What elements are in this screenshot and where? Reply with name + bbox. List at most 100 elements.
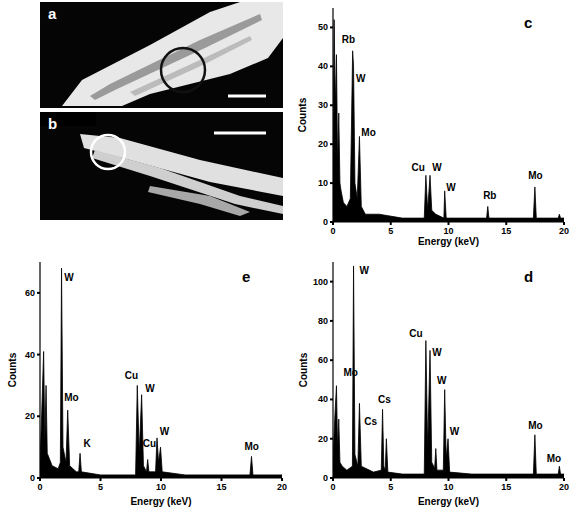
y-tick [330, 398, 333, 400]
analysis-circle [91, 135, 125, 169]
peak-label: Rb [483, 190, 496, 201]
peak-label: W [446, 182, 456, 193]
peak-label: W [356, 73, 366, 84]
y-tick-label: 0 [323, 217, 328, 227]
x-tick-label: 0 [37, 482, 42, 492]
panel-letter: a [48, 5, 57, 22]
x-tick [505, 478, 507, 481]
spectrum [333, 266, 564, 478]
y-tick-label: 100 [313, 277, 328, 287]
x-tick [281, 478, 283, 481]
peak-label: Mo [528, 420, 542, 431]
y-tick-label: 50 [318, 22, 328, 32]
y-tick-label: 40 [25, 350, 35, 360]
scale-bar [214, 132, 266, 135]
peak-label: W [450, 426, 460, 437]
x-tick-label: 20 [559, 482, 569, 492]
panel-letter: c [524, 14, 532, 31]
data-group [40, 268, 282, 478]
y-tick [330, 182, 333, 184]
peak-label: Cu [143, 438, 156, 449]
x-axis-title: Energy (keV) [130, 496, 191, 507]
panel-letter: e [242, 268, 250, 285]
y-tick [330, 65, 333, 67]
rod [92, 150, 283, 214]
crystal [62, 2, 283, 106]
spectrum-panel: 0102030405005101520Energy (keV)CountsRbW… [297, 8, 570, 247]
y-tick-label: 80 [318, 316, 328, 326]
peak-label: Mo [343, 367, 357, 378]
y-tick-label: 20 [318, 139, 328, 149]
y-tick-label: 30 [318, 100, 328, 110]
y-tick [330, 104, 333, 106]
y-tick-label: 40 [318, 394, 328, 404]
spectrum-panel: 020406005101520Energy (keV)CountsWMoKCuW… [7, 262, 288, 507]
x-tick [448, 222, 450, 225]
spectrum [40, 268, 282, 478]
scale-bar [228, 95, 266, 98]
peak-label: Mo [528, 170, 542, 181]
rod [80, 134, 283, 196]
crystal-streak [90, 14, 262, 100]
y-tick-label: 60 [25, 288, 35, 298]
x-tick [563, 222, 565, 225]
peak-label: W [160, 426, 170, 437]
x-tick-label: 20 [559, 226, 569, 236]
y-tick [330, 26, 333, 28]
x-tick-label: 10 [443, 226, 453, 236]
rod [148, 186, 250, 216]
y-tick-label: 60 [318, 355, 328, 365]
y-axis [39, 262, 40, 478]
x-tick-label: 0 [330, 226, 335, 236]
y-tick-label: 10 [318, 178, 328, 188]
x-tick-label: 15 [501, 482, 511, 492]
analysis-circle [161, 48, 205, 92]
peak-label: Cs [378, 394, 391, 405]
panel-letter: d [524, 268, 533, 285]
spectrum [333, 20, 564, 222]
peak-label: K [84, 438, 92, 449]
x-tick [39, 478, 41, 481]
x-tick-label: 15 [501, 226, 511, 236]
x-tick-label: 0 [330, 482, 335, 492]
image-ground [40, 2, 283, 108]
y-tick-label: 20 [318, 434, 328, 444]
y-tick [330, 359, 333, 361]
peak-label: Mo [361, 127, 375, 138]
peak-label: Mo [64, 392, 78, 403]
x-tick [160, 478, 162, 481]
y-tick [330, 438, 333, 440]
peak-label: Mo [244, 441, 258, 452]
x-tick-label: 5 [388, 482, 393, 492]
peak-label: Cu [409, 328, 422, 339]
peak-label: W [360, 265, 370, 276]
data-group [333, 20, 564, 222]
y-tick-label: 40 [318, 61, 328, 71]
x-tick [505, 222, 507, 225]
x-tick-label: 15 [216, 482, 226, 492]
peak-label: Rb [342, 34, 355, 45]
image-ground [40, 112, 283, 220]
x-tick [448, 478, 450, 481]
y-tick-label: 20 [25, 411, 35, 421]
peak-label: Cs [364, 416, 377, 427]
x-tick-label: 5 [98, 482, 103, 492]
x-tick [100, 478, 102, 481]
peak-label: W [64, 272, 74, 283]
peak-label: Mo [547, 453, 561, 464]
micrograph: a [40, 2, 283, 108]
y-tick-label: 0 [30, 473, 35, 483]
y-tick [37, 415, 40, 417]
y-axis [332, 262, 333, 478]
y-axis-title: Counts [298, 352, 309, 387]
x-axis-title: Energy (keV) [418, 236, 479, 247]
peak-label: W [432, 347, 442, 358]
y-tick [330, 320, 333, 322]
peak-label: W [437, 375, 447, 386]
x-tick [390, 222, 392, 225]
spectrum-panel: 02040608010005101520Energy (keV)CountsWM… [298, 262, 570, 507]
peak-label: Cu [125, 370, 138, 381]
crystal-streak [130, 36, 252, 96]
data-group [333, 266, 564, 478]
peak-label: W [145, 383, 155, 394]
